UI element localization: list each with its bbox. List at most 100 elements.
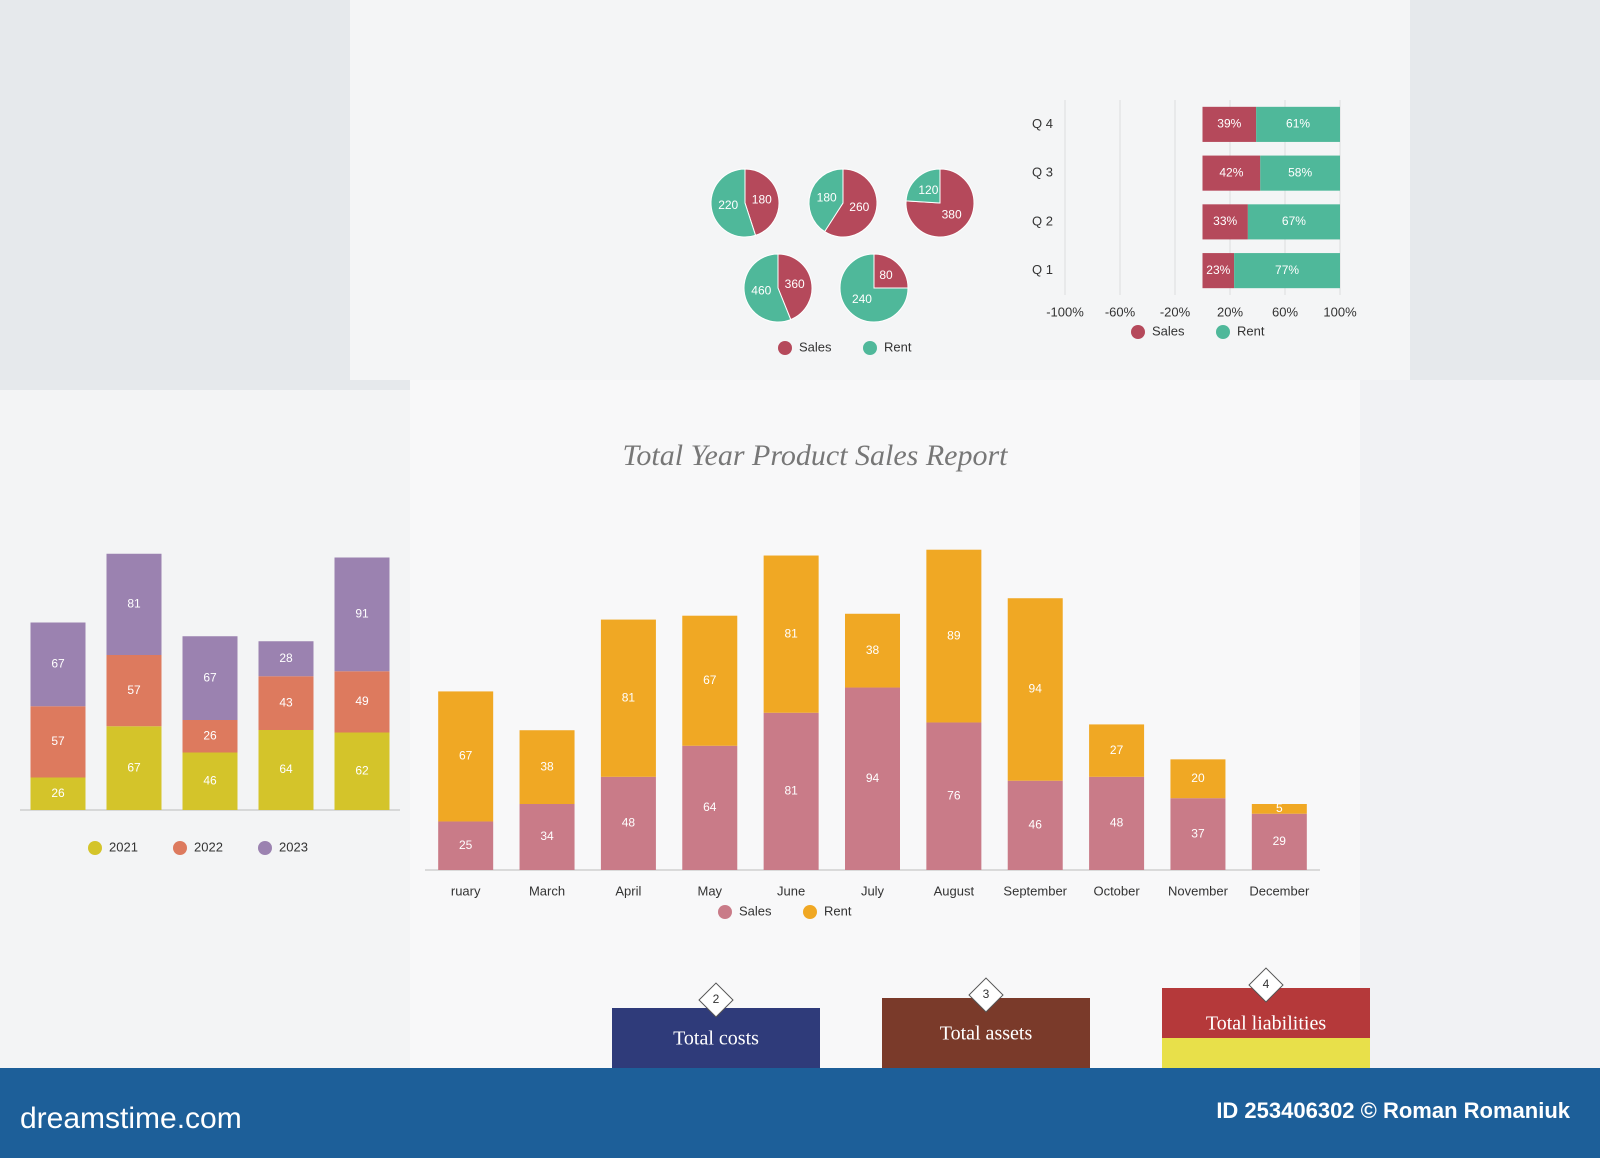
bar-segment	[845, 687, 900, 870]
bar-segment	[182, 636, 238, 720]
x-tick-label: October	[1093, 883, 1140, 898]
x-tick-label: December	[1249, 883, 1310, 898]
bar-value-label: 27	[1110, 743, 1124, 757]
bar-value-label: 38	[866, 643, 880, 657]
x-tick-label: March	[529, 883, 565, 898]
bar-value-label: 48	[1110, 816, 1124, 830]
pie-slice	[839, 253, 909, 323]
bar-value-label: 57	[127, 683, 141, 697]
x-tick-label: May	[697, 883, 722, 898]
bar-value-label: 81	[127, 597, 141, 611]
slice-label: 380	[942, 208, 962, 222]
cards: 2 Total costs 3 Total assets 4 Total liabilit…	[673, 967, 1326, 1050]
pie-slice	[777, 253, 813, 321]
pie-slice	[905, 168, 941, 204]
bar-value-label: 94	[1029, 682, 1043, 696]
bar-value-label: 81	[622, 690, 636, 704]
pie-slice	[873, 253, 909, 289]
bar-segment	[258, 730, 314, 810]
bar-segment	[30, 777, 86, 810]
bar-value-label: 64	[279, 762, 293, 776]
bar-value-label: 77%	[1275, 263, 1299, 277]
bar-value-label: 26	[51, 786, 65, 800]
bar-value-label: 81	[784, 784, 798, 798]
legend-label: 2021	[109, 839, 138, 854]
bar-value-label: 67	[459, 749, 473, 763]
bar-segment	[600, 776, 656, 870]
bar-value-label: 57	[51, 734, 65, 748]
bar-value-label: 89	[947, 628, 961, 642]
legend-label: Sales	[1152, 323, 1185, 338]
bar-segment	[334, 557, 390, 672]
y-tick-label: Q 4	[1032, 116, 1053, 131]
legend-label: Rent	[824, 903, 852, 918]
bar-segment	[1234, 253, 1340, 289]
y-tick-label: Q 1	[1032, 262, 1053, 277]
bar-value-label: 67	[703, 673, 717, 687]
bar-segment	[926, 549, 982, 723]
card-title: Total costs	[673, 1028, 759, 1050]
footer-credit: ID 253406302 © Roman Romaniuk	[1216, 1098, 1570, 1123]
bar-segment	[1007, 780, 1063, 870]
bar-segment	[926, 722, 982, 870]
bar-value-label: 33%	[1213, 214, 1237, 228]
bar-value-label: 5	[1276, 801, 1283, 815]
bar-segment	[258, 641, 314, 677]
x-tick-label: 60%	[1272, 304, 1298, 319]
legend-swatch	[1216, 325, 1230, 339]
legend-swatch	[1131, 325, 1145, 339]
bar-value-label: 29	[1273, 834, 1287, 848]
bar-segment	[1251, 804, 1307, 814]
legend-swatch	[718, 905, 732, 919]
bar-segment	[1170, 759, 1226, 799]
x-tick-label: 100%	[1323, 304, 1357, 319]
pie-slice	[710, 168, 757, 238]
bar-value-label: 62	[355, 763, 369, 777]
x-tick-label: -100%	[1046, 304, 1084, 319]
slice-label: 360	[785, 277, 805, 291]
slice-label: 180	[817, 190, 837, 204]
bar-segment	[1256, 106, 1340, 142]
x-tick-label: -60%	[1105, 304, 1136, 319]
bar-segment	[682, 615, 738, 746]
bar-segment	[1089, 724, 1145, 777]
bar-value-label: 67	[51, 657, 65, 671]
bar-value-label: 25	[459, 838, 473, 852]
bar-segment	[1202, 204, 1248, 240]
bar-value-label: 28	[279, 651, 293, 665]
bar-segment	[30, 622, 86, 707]
bar-segment	[1170, 798, 1226, 870]
slice-label: 260	[849, 200, 869, 214]
footer-site: dreamstime.com	[20, 1102, 242, 1135]
bar-value-label: 81	[784, 626, 798, 640]
bar-segment	[334, 732, 390, 810]
x-tick-label: April	[615, 883, 641, 898]
bar-value-label: 67	[203, 670, 217, 684]
bar-segment	[438, 821, 494, 870]
slice-label: 80	[879, 268, 893, 282]
bar-segment	[519, 804, 575, 870]
legend-swatch	[863, 341, 877, 355]
bar-segment	[600, 619, 656, 777]
footer-bar	[0, 1068, 1600, 1158]
legend-label: 2022	[194, 839, 223, 854]
bar-value-label: 39%	[1217, 117, 1241, 131]
bar-value-label: 20	[1191, 771, 1205, 785]
card-badge	[1248, 967, 1284, 1003]
bar-value-label: 49	[355, 694, 369, 708]
x-tick-label: ruary	[451, 883, 481, 898]
card	[612, 1008, 820, 1070]
bar-segment	[106, 726, 162, 810]
bar-value-label: 61%	[1286, 117, 1310, 131]
slice-label: 180	[752, 193, 772, 207]
bar-segment	[106, 655, 162, 727]
y-tick-label: Q 3	[1032, 165, 1053, 180]
bar-value-label: 48	[622, 816, 636, 830]
bar-value-label: 64	[703, 800, 717, 814]
card-number: 3	[983, 987, 990, 1001]
legend-swatch	[778, 341, 792, 355]
pie-slice	[823, 168, 878, 238]
bar-segment	[1202, 253, 1235, 289]
legend-swatch	[258, 841, 272, 855]
